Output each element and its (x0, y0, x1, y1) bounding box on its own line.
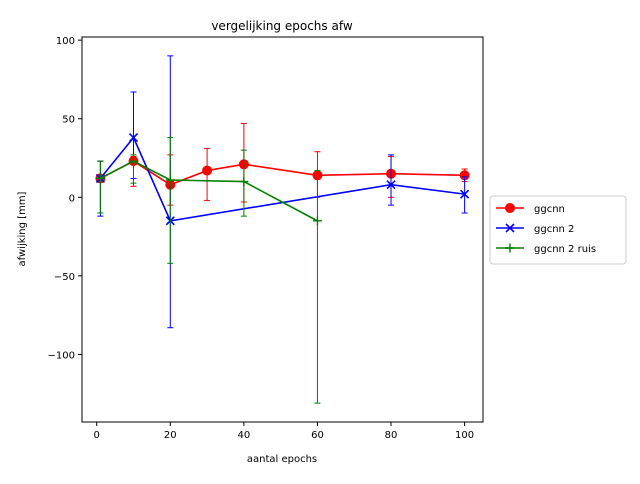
data-point (239, 177, 249, 187)
y-tick-label: 100 (56, 36, 75, 47)
legend-item: ggcnn 2 (496, 223, 574, 235)
series-ggcnn-2-ruis (95, 137, 322, 404)
legend-label: ggcnn 2 ruis (534, 244, 596, 255)
data-point (505, 243, 515, 253)
y-tick-label: −100 (48, 350, 75, 361)
x-tick-label: 40 (238, 430, 251, 441)
x-tick-label: 100 (455, 430, 474, 441)
y-tick-label: 50 (62, 115, 75, 126)
legend-label: ggcnn (534, 204, 565, 215)
y-tick-label: 0 (69, 193, 75, 204)
series-ggcnn-2 (95, 55, 470, 329)
x-axis: 0 20 40 60 80 100 (94, 422, 474, 441)
x-tick-label: 20 (164, 430, 177, 441)
legend-item: ggcnn (496, 203, 565, 215)
data-point (312, 216, 322, 226)
axes-frame (81, 36, 484, 423)
data-point (165, 175, 175, 185)
x-tick-label: 0 (94, 430, 100, 441)
data-point (128, 133, 139, 143)
legend-box (489, 195, 627, 265)
x-axis-label: aantal epochs (247, 454, 317, 465)
x-tick-label: 80 (385, 430, 398, 441)
data-point (386, 180, 396, 190)
plot-area (95, 55, 470, 404)
data-point (202, 165, 213, 176)
data-point (95, 173, 105, 183)
data-point (460, 189, 470, 199)
y-tick-label: −50 (54, 272, 75, 283)
series-ggcnn (95, 122, 470, 214)
data-point (129, 156, 139, 166)
legend-label: ggcnn 2 (534, 224, 574, 235)
y-axis: −100 −50 0 50 100 (48, 36, 82, 361)
y-axis-label: afwijking [mm] (17, 191, 28, 266)
legend-item: ggcnn 2 ruis (496, 243, 596, 255)
chart-title: vergelijking epochs afw (211, 19, 353, 33)
legend: ggcnn ggcnn 2 ggcnn 2 ruis (489, 195, 627, 265)
series-line (99, 136, 465, 222)
data-point (505, 223, 515, 233)
data-point (505, 203, 515, 213)
x-tick-label: 60 (311, 430, 324, 441)
